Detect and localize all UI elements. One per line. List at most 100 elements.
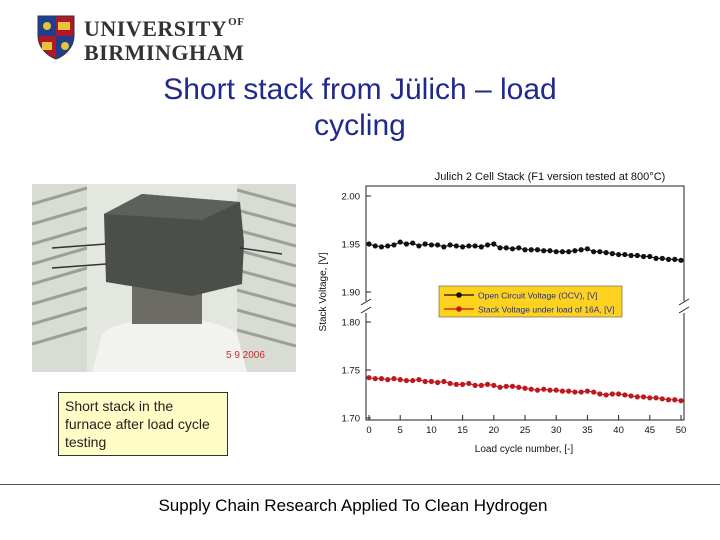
series-0-point-34	[578, 247, 584, 253]
series-0-point-28	[541, 248, 547, 254]
series-1-point-11	[435, 379, 441, 386]
y-tick-label-1: 1.95	[342, 240, 361, 251]
crest-icon	[37, 15, 75, 60]
stack-block	[104, 194, 244, 296]
series-1-point-28	[541, 386, 547, 392]
series-0-point-36	[591, 249, 597, 255]
series-1-point-4	[391, 376, 397, 382]
series-1-point-42	[628, 393, 634, 399]
series-0-point-40	[616, 251, 622, 258]
chart-ticks: 2.00 1.95 1.90 1.80 1.75 1.70 0 5 10 15 20 25 30 35 40…	[342, 192, 687, 437]
x-tick-label-3: 15	[457, 425, 468, 436]
series-1-point-20	[491, 382, 497, 388]
series-1-point-38	[603, 392, 609, 398]
series-1-point-47	[659, 396, 665, 402]
x-tick-label-5: 25	[520, 425, 531, 436]
legend-load-label: Stack Voltage under load of 16A, [V]	[478, 305, 615, 315]
series-1-point-30	[553, 387, 559, 393]
series-1-point-17	[472, 382, 478, 388]
photo-date-stamp: 5 9 2006	[226, 350, 265, 361]
series-1-point-12	[441, 378, 447, 385]
series-0-point-22	[503, 245, 509, 251]
series-0-point-4	[391, 242, 397, 248]
series-0-point-14	[453, 243, 459, 249]
series-0-point-9	[422, 241, 428, 247]
series-0-point-3	[385, 243, 391, 249]
legend-ocv-marker	[456, 292, 462, 298]
series-1-point-29	[547, 387, 553, 393]
series-1-point-21	[497, 384, 503, 390]
series-0-point-24	[516, 245, 522, 251]
axis-break-mark-0	[360, 298, 372, 306]
furnace-wall-left	[32, 186, 88, 346]
series-1-point-27	[534, 387, 541, 393]
series-0-point-17	[472, 243, 478, 249]
university-logo: UNIVERSITYOF BIRMINGHAM	[36, 14, 244, 65]
series-1-point-44	[640, 394, 647, 400]
series-0-point-27	[534, 247, 541, 253]
x-tick-label-6: 30	[551, 425, 562, 436]
series-0-point-50	[678, 257, 684, 263]
x-tick-label-9: 45	[645, 425, 656, 436]
series-1-point-8	[416, 377, 422, 383]
series-0-point-41	[622, 251, 628, 258]
photo-caption: Short stack in the furnace after load cy…	[58, 392, 228, 456]
series-1-point-9	[422, 378, 428, 385]
series-1-point-32	[566, 388, 572, 394]
series-0-point-11	[435, 242, 441, 248]
series-1-point-50	[678, 398, 684, 404]
slide-title-line1: Short stack from Jülich – load	[163, 73, 557, 106]
x-tick-label-4: 20	[489, 425, 500, 436]
series-1-point-16	[466, 380, 472, 387]
series-1-point-24	[516, 384, 522, 390]
series-1-point-15	[460, 381, 466, 387]
series-0-point-7	[410, 240, 416, 246]
series-0-point-12	[441, 244, 447, 250]
series-1-point-13	[447, 380, 453, 387]
series-0-point-32	[566, 249, 572, 255]
y-tick-label-2: 1.90	[342, 288, 361, 299]
y-tick-label-4: 1.75	[342, 366, 361, 377]
series-0-point-48	[665, 256, 672, 262]
series-1-point-35	[584, 388, 590, 394]
series-1-point-33	[572, 389, 578, 395]
series-1-point-5	[397, 377, 403, 383]
series-0-point-47	[659, 255, 665, 261]
chart-ylabel: Stack Voltage, [V]	[318, 252, 329, 331]
university-name-line2: BIRMINGHAM	[84, 40, 245, 65]
ceramic-wool	[92, 318, 247, 372]
series-0-point-46	[653, 255, 659, 261]
series-0-point-15	[460, 244, 466, 250]
series-1-point-37	[597, 391, 603, 397]
series-0-point-5	[397, 239, 403, 245]
voltage-chart: Julich 2 Cell Stack (F1 version tested a…	[318, 171, 690, 455]
series-0-point-19	[484, 242, 491, 248]
chart-series	[366, 239, 684, 404]
y-tick-label-3: 1.80	[342, 318, 361, 329]
footer-text: Supply Chain Research Applied To Clean H…	[158, 496, 548, 515]
x-tick-label-10: 50	[676, 425, 687, 436]
series-0-point-6	[403, 241, 410, 247]
series-1-point-43	[634, 394, 640, 400]
series-1-point-41	[622, 392, 628, 398]
series-1-point-39	[609, 391, 615, 397]
series-1-point-18	[478, 382, 484, 388]
series-0-point-38	[603, 250, 609, 256]
series-0-point-33	[572, 248, 578, 254]
series-0-point-49	[672, 256, 678, 262]
series-1-point-49	[672, 397, 678, 403]
series-1-point-46	[653, 395, 659, 401]
slide-title-line2: cycling	[314, 109, 406, 142]
university-of: OF	[228, 16, 245, 28]
series-0-point-39	[609, 251, 615, 257]
axis-break-mark-0	[360, 306, 372, 314]
axis-break-marks	[360, 298, 690, 314]
series-1-point-31	[559, 388, 566, 394]
series-0-point-30	[553, 249, 559, 255]
series-0-point-26	[528, 247, 534, 253]
series-0-point-0	[366, 241, 372, 247]
series-1-point-14	[453, 381, 459, 387]
series-0-point-31	[559, 249, 566, 255]
y-tick-label-5: 1.70	[342, 414, 361, 425]
series-0-point-37	[597, 249, 603, 255]
